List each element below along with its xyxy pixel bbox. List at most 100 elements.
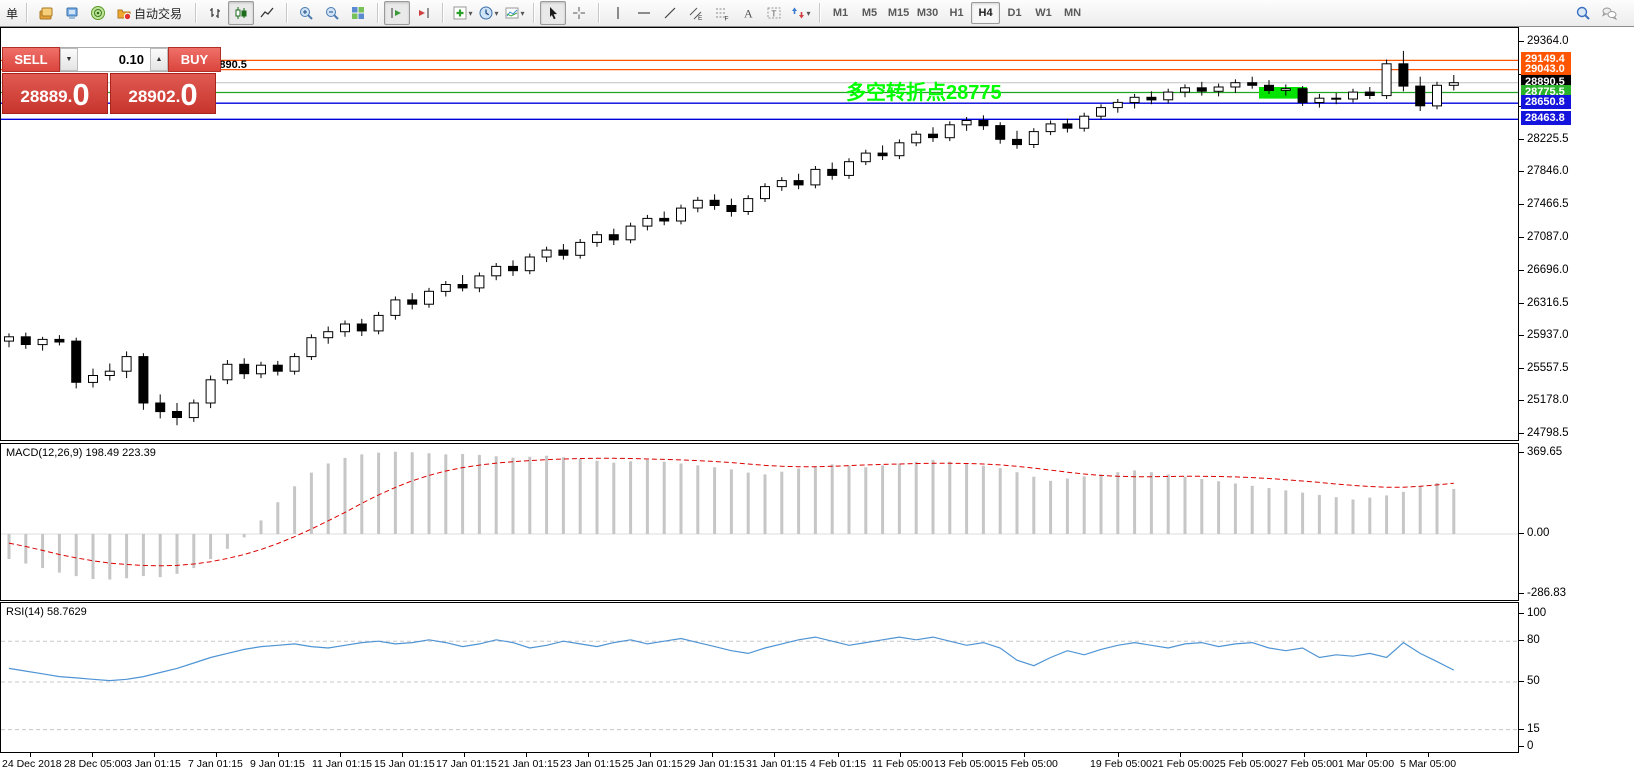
main-chart-panel[interactable]: ▲HK50-,H428887.028983.028829.528890.5 多空…: [0, 27, 1519, 441]
lot-size-input[interactable]: [78, 48, 150, 71]
highlight-rectangle-object[interactable]: [1259, 87, 1307, 99]
time-label: 5 Mar 05:00: [1400, 758, 1457, 770]
time-label: 19 Feb 05:00: [1090, 758, 1152, 770]
candle-body: [188, 402, 199, 419]
price-scale[interactable]: 29364.028984.528605.028225.527846.027466…: [1519, 27, 1634, 441]
candlestick-chart-button[interactable]: [228, 1, 255, 25]
equidistant-channel-button[interactable]: E: [683, 1, 709, 25]
history-button[interactable]: [33, 1, 59, 25]
candle-body: [71, 340, 82, 383]
candle-body: [776, 180, 787, 188]
chart-shift-icon: [415, 5, 431, 21]
time-axis[interactable]: 24 Dec 2018 28 Dec 05:00 3 Jan 01:15 7 Jan …: [0, 753, 1634, 774]
zoom-in-button[interactable]: [293, 1, 319, 25]
candle-body: [121, 356, 132, 372]
time-label: 3 Jan 01:15: [126, 758, 181, 770]
candle-body: [1028, 131, 1039, 145]
lot-increase-button[interactable]: ▲: [150, 48, 168, 71]
tile-windows-button[interactable]: [345, 1, 371, 25]
sell-price-main: 28889: [20, 87, 68, 106]
chevron-down-icon[interactable]: ▾: [468, 8, 473, 18]
time-label: 17 Jan 01:15: [436, 758, 497, 770]
candlestick-chart[interactable]: 多空转折点28775: [1, 28, 1518, 440]
terminal-button[interactable]: [59, 1, 85, 25]
chevron-down-icon[interactable]: ▾: [520, 8, 525, 18]
sell-price-display[interactable]: 28889. 0: [2, 73, 108, 114]
timeframe-m5[interactable]: M5: [861, 7, 878, 19]
line-chart-button[interactable]: [254, 1, 280, 25]
timeframe-h1[interactable]: H1: [949, 7, 964, 19]
lot-decrease-button[interactable]: ▼: [60, 48, 78, 71]
chart-shift-button[interactable]: [410, 1, 436, 25]
vertical-line-button[interactable]: [605, 1, 631, 25]
candle-body: [1112, 101, 1123, 109]
tick-dash: [1519, 138, 1524, 140]
timeframe-mn[interactable]: MN: [1063, 7, 1082, 19]
buy-button[interactable]: BUY: [168, 47, 221, 72]
chevron-down-icon[interactable]: ▾: [806, 8, 811, 18]
candle-body: [743, 198, 754, 213]
candle-body: [541, 249, 552, 258]
rsi-panel[interactable]: RSI(14) 58.7629: [0, 602, 1519, 753]
signal-button[interactable]: [85, 1, 111, 25]
timeframe-m30[interactable]: M30: [916, 7, 939, 19]
buy-price-pip: 0: [180, 77, 198, 112]
trendline-button[interactable]: [657, 1, 683, 25]
horizontal-line-button[interactable]: [631, 1, 657, 25]
templates-button[interactable]: ▾: [501, 1, 527, 25]
zoom-out-button[interactable]: [319, 1, 345, 25]
search-button[interactable]: [1570, 1, 1596, 25]
time-label: 11 Feb 05:00: [872, 758, 934, 770]
svg-text:E: E: [698, 15, 703, 21]
rsi-chart[interactable]: [1, 603, 1518, 752]
candle-body: [272, 364, 283, 372]
macd-tick: -286.83: [1519, 586, 1566, 600]
timeframe-w1[interactable]: W1: [1035, 7, 1052, 19]
candle-body: [1432, 84, 1442, 107]
chevron-down-icon[interactable]: ▾: [494, 8, 499, 18]
price-tick-label: 28225.5: [1527, 133, 1569, 145]
candle-body: [1348, 91, 1358, 100]
macd-panel[interactable]: MACD(12,26,9) 198.49 223.39: [0, 443, 1519, 601]
macd-chart[interactable]: [1, 444, 1518, 600]
candle-body: [1297, 88, 1308, 103]
sell-button[interactable]: SELL: [2, 47, 60, 72]
timeframe-d1[interactable]: D1: [1007, 7, 1022, 19]
zoom-out-icon: [324, 5, 340, 21]
text-button[interactable]: A: [735, 1, 761, 25]
auto-trading-button[interactable]: 自动交易: [111, 1, 189, 25]
periods-icon: [478, 5, 494, 21]
toolbar-separator: [533, 3, 535, 23]
timeframe-h4[interactable]: H4: [971, 2, 1001, 24]
auto-scroll-button[interactable]: [384, 1, 411, 25]
time-tick: [154, 753, 155, 757]
signal-icon: [90, 5, 106, 21]
chat-button[interactable]: [1596, 1, 1622, 25]
buy-price-display[interactable]: 28902. 0: [110, 73, 216, 114]
candle-body: [760, 186, 770, 200]
time-label: 23 Jan 01:15: [560, 758, 621, 770]
candle-body: [1448, 82, 1459, 86]
fibonacci-button[interactable]: F: [709, 1, 735, 25]
timeframe-m15[interactable]: M15: [887, 7, 910, 19]
text-label-button[interactable]: T: [761, 1, 787, 25]
candle-body: [1079, 115, 1090, 129]
rsi-scale[interactable]: 100 80 50 15 0: [1519, 602, 1634, 753]
tick-dash: [1519, 451, 1524, 453]
periods-button[interactable]: ▾: [475, 1, 501, 25]
macd-label: MACD(12,26,9) 198.49 223.39: [6, 447, 156, 459]
macd-scale[interactable]: 369.65 0.00 -286.83: [1519, 443, 1634, 601]
new-order-label[interactable]: 单: [6, 6, 19, 21]
crosshair-button[interactable]: [566, 1, 592, 25]
cursor-button[interactable]: [540, 1, 567, 25]
time-label: 24 Dec 2018: [2, 758, 62, 770]
bar-chart-button[interactable]: [202, 1, 228, 25]
annotation-text-object[interactable]: 多空转折点28775: [846, 80, 1002, 104]
arrows-button[interactable]: ▾: [787, 1, 813, 25]
rsi-tick-label: 15: [1527, 723, 1540, 735]
time-label: 15 Jan 01:15: [374, 758, 435, 770]
timeframe-m1[interactable]: M1: [832, 7, 849, 19]
indicators-button[interactable]: ▾: [449, 1, 475, 25]
rsi-tick-label: 0: [1527, 740, 1534, 752]
candle-body: [1415, 85, 1426, 107]
